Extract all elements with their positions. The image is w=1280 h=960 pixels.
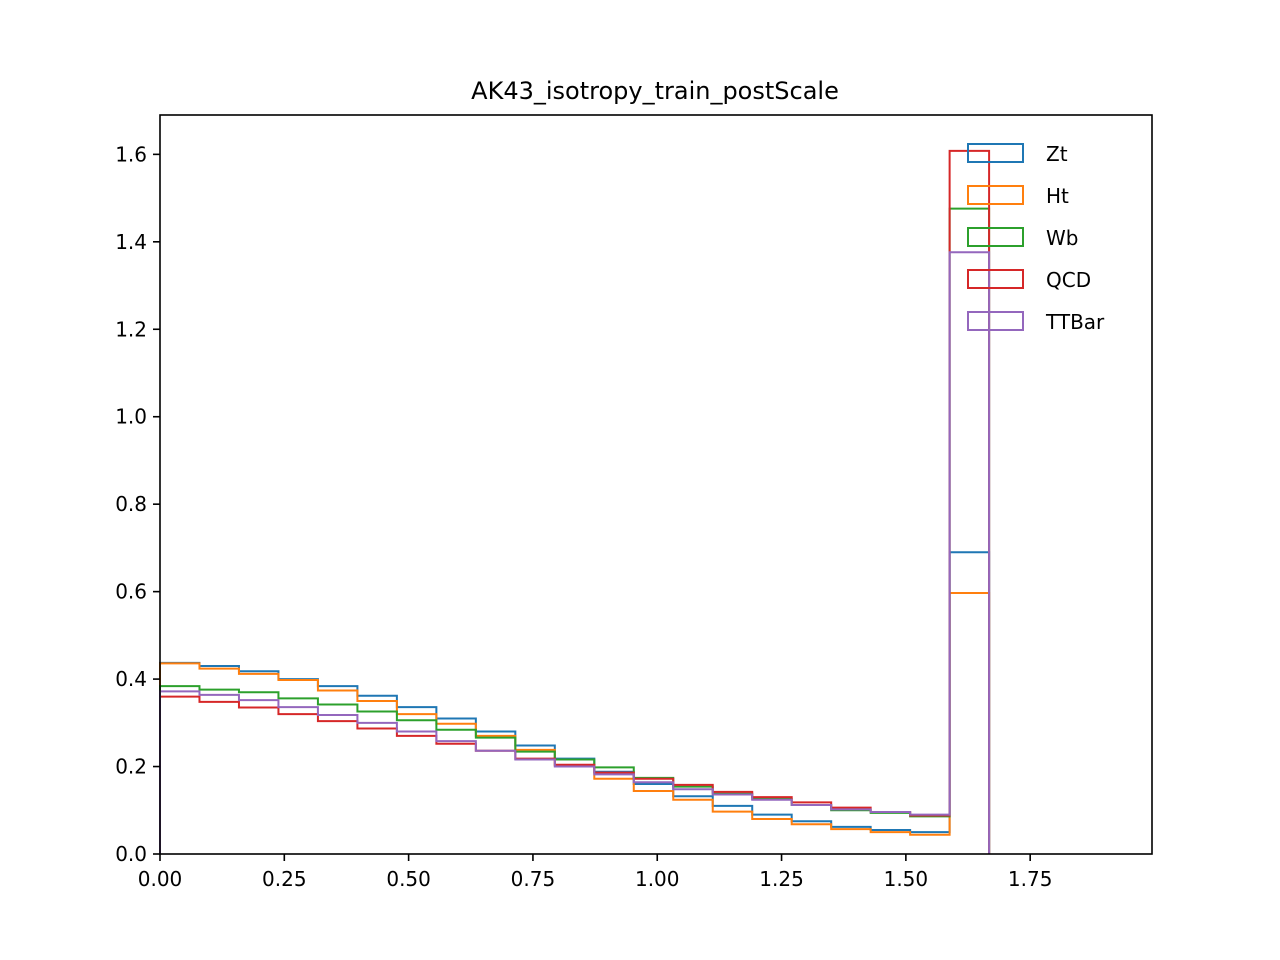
y-tick-label: 0.6 — [115, 580, 147, 604]
legend-swatch-zt — [967, 143, 1024, 163]
series-qcd-step — [159, 149, 991, 854]
x-tick-label: 1.75 — [1008, 867, 1053, 891]
legend-label-wb: Wb — [1046, 226, 1078, 250]
y-tick-label: 1.0 — [115, 405, 147, 429]
y-tick-label: 1.6 — [115, 142, 147, 166]
legend-label-qcd: QCD — [1046, 268, 1091, 292]
legend-swatch-ttbar — [967, 311, 1024, 331]
chart-title: AK43_isotropy_train_postScale — [471, 77, 839, 105]
legend-label-ht: Ht — [1046, 184, 1069, 208]
y-tick-label: 0.0 — [115, 842, 147, 866]
legend-swatch-qcd — [967, 269, 1024, 289]
legend-swatch-ht — [967, 185, 1024, 205]
legend-swatch-wb — [967, 227, 1024, 247]
series-ttbar-step — [159, 251, 991, 854]
y-tick-label: 1.2 — [115, 317, 147, 341]
y-tick-label: 0.4 — [115, 667, 147, 691]
series-layer — [159, 149, 991, 854]
x-tick-label: 1.00 — [635, 867, 680, 891]
legend-label-zt: Zt — [1046, 142, 1068, 166]
x-tick-label: 1.25 — [759, 867, 804, 891]
y-tick-label: 0.8 — [115, 492, 147, 516]
y-tick-label: 1.4 — [115, 230, 147, 254]
x-tick-label: 0.00 — [138, 867, 183, 891]
legend-label-ttbar: TTBar — [1045, 310, 1105, 334]
y-tick-label: 0.2 — [115, 755, 147, 779]
legend: Zt Ht Wb QCD TTBar — [967, 142, 1105, 334]
x-tick-label: 1.50 — [884, 867, 929, 891]
axes-layer: 0.00 0.25 0.50 0.75 1.00 1.25 1.50 1.75 0.0 0.2 0.… — [115, 114, 1153, 891]
x-tick-label: 0.75 — [511, 867, 556, 891]
axes-frame — [159, 114, 1153, 855]
x-tick-label: 0.50 — [386, 867, 431, 891]
x-tick-label: 0.25 — [262, 867, 307, 891]
